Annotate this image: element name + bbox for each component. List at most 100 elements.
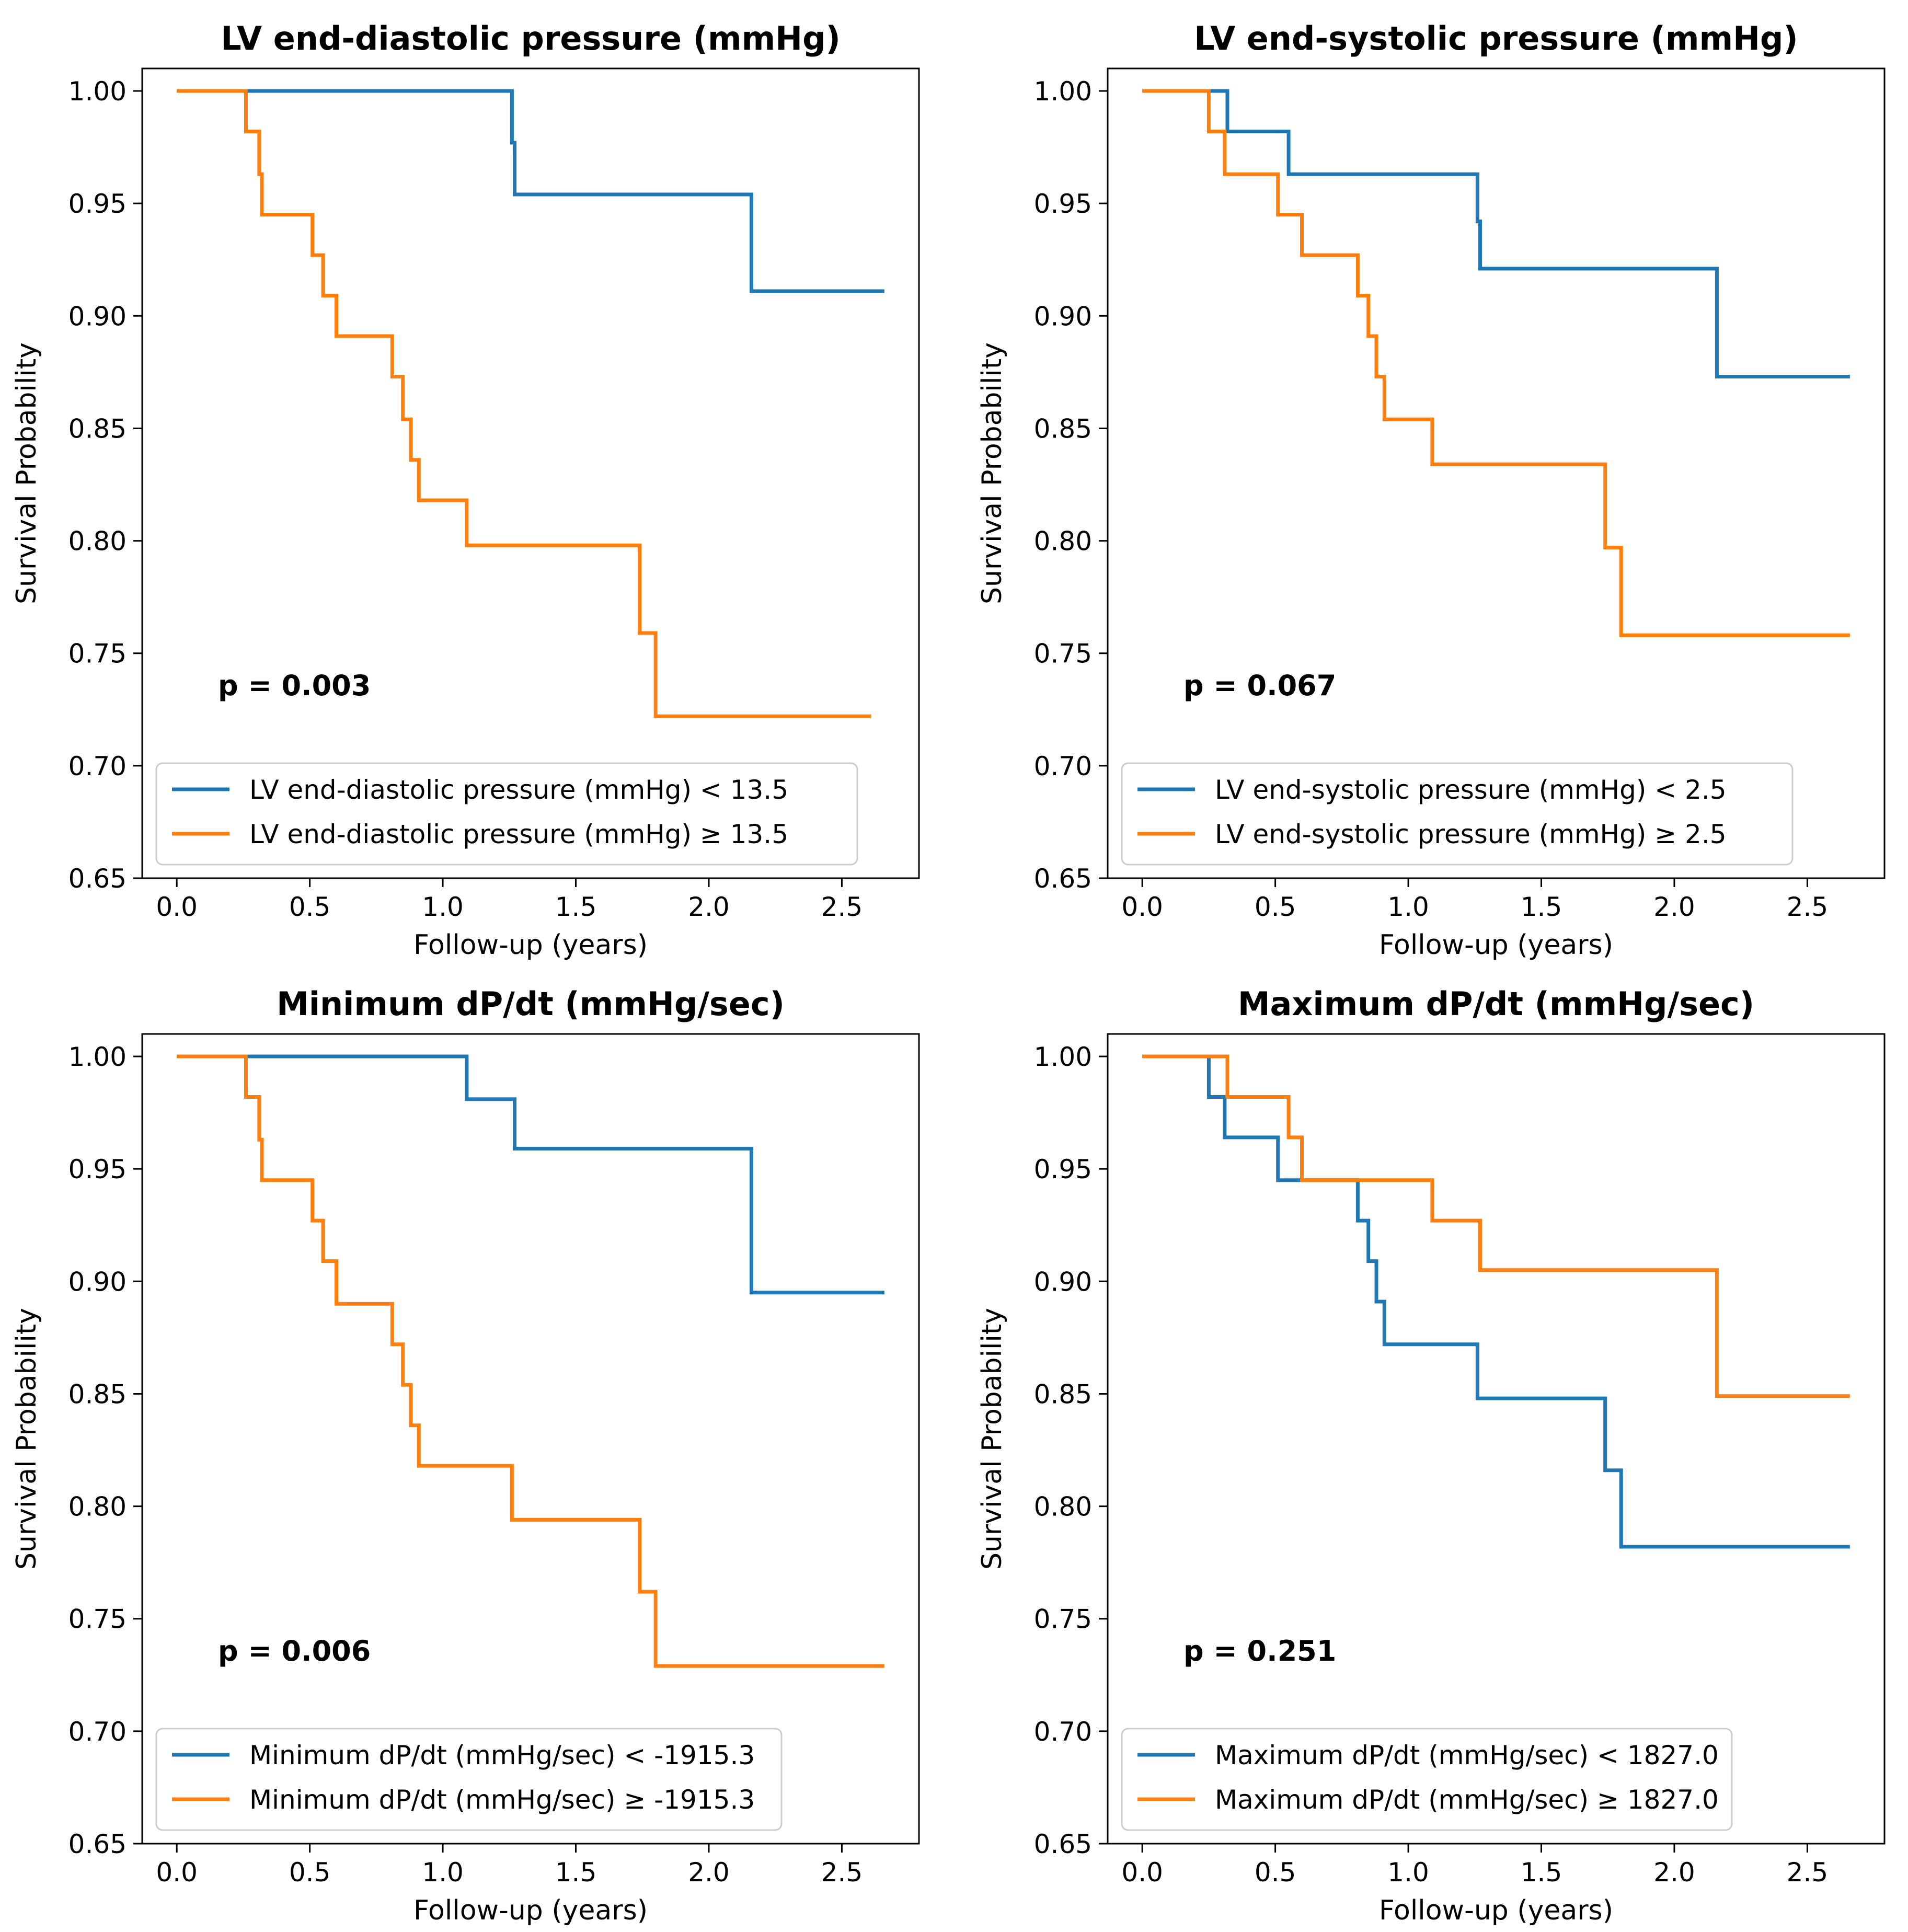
- y-tick-label: 0.65: [68, 864, 127, 894]
- y-tick-label: 0.75: [68, 639, 127, 669]
- x-axis-label: Follow-up (years): [413, 929, 648, 961]
- y-tick-label: 0.80: [1034, 1492, 1092, 1522]
- x-tick-label: 1.5: [555, 1857, 597, 1888]
- x-axis-label: Follow-up (years): [1379, 929, 1613, 961]
- p-value-annotation: p = 0.006: [218, 1635, 371, 1668]
- x-tick-label: 1.5: [1521, 1857, 1562, 1888]
- y-axis-label: Survival Probability: [976, 342, 1008, 604]
- y-tick-label: 0.85: [68, 413, 127, 444]
- x-tick-label: 1.0: [422, 1857, 464, 1888]
- x-axis-label: Follow-up (years): [1379, 1895, 1613, 1926]
- x-axis-label: Follow-up (years): [413, 1895, 648, 1926]
- y-tick-label: 0.95: [1034, 1154, 1092, 1184]
- p-value-annotation: p = 0.251: [1183, 1635, 1336, 1668]
- legend-box: [1121, 762, 1794, 866]
- legend-label-2: Minimum dP/dt (mmHg/sec) ≥ -1915.3: [249, 1785, 755, 1815]
- legend-box: [1121, 1728, 1733, 1831]
- legend: Maximum dP/dt (mmHg/sec) < 1827.0 Maximum…: [1121, 1728, 1733, 1831]
- x-tick-label: 0.0: [1121, 1857, 1163, 1888]
- legend-label-1: LV end-systolic pressure (mmHg) < 2.5: [1215, 775, 1727, 805]
- x-tick-label: 0.0: [156, 1857, 198, 1888]
- legend-label-1: Minimum dP/dt (mmHg/sec) < -1915.3: [249, 1740, 755, 1770]
- survival-curve-above-threshold: [177, 1054, 884, 1668]
- y-axis-label: Survival Probability: [976, 1308, 1008, 1570]
- plot-frame: [141, 1033, 920, 1845]
- p-value-annotation: p = 0.067: [1183, 669, 1336, 702]
- y-tick-label: 0.70: [1034, 751, 1092, 781]
- y-tick-label: 0.80: [68, 1492, 127, 1522]
- y-tick-label: 0.70: [68, 751, 127, 781]
- y-tick-label: 0.70: [1034, 1717, 1092, 1747]
- y-tick-label: 0.80: [68, 526, 127, 557]
- plot-frame: [1107, 67, 1886, 879]
- km-panel-2: LV end-systolic pressure (mmHg) 0.65 0.70 0…: [976, 19, 1886, 961]
- x-tick-label: 0.0: [1121, 892, 1163, 922]
- plot-frame: [1107, 1033, 1886, 1845]
- legend-label-2: LV end-diastolic pressure (mmHg) ≥ 13.5: [249, 819, 788, 849]
- x-tick-label: 1.5: [555, 892, 597, 922]
- y-tick-label: 0.85: [68, 1379, 127, 1409]
- survival-curve-below-threshold: [177, 1054, 884, 1295]
- x-tick-label: 0.5: [1255, 892, 1296, 922]
- legend-label-2: LV end-systolic pressure (mmHg) ≥ 2.5: [1215, 819, 1727, 849]
- x-tick-label: 0.0: [156, 892, 198, 922]
- legend: Minimum dP/dt (mmHg/sec) < -1915.3 Minimu…: [155, 1728, 783, 1831]
- x-tick-label: 0.5: [1255, 1857, 1296, 1888]
- legend: LV end-diastolic pressure (mmHg) < 13.5 L…: [155, 762, 858, 866]
- x-tick-label: 1.0: [1387, 892, 1429, 922]
- km-panel-1: LV end-diastolic pressure (mmHg) 0.65 0.70…: [11, 19, 920, 961]
- panel-title: Maximum dP/dt (mmHg/sec): [1238, 985, 1754, 1023]
- y-tick-label: 0.95: [1034, 189, 1092, 219]
- x-tick-label: 0.5: [289, 1857, 331, 1888]
- km-panel-4: Maximum dP/dt (mmHg/sec) 0.65 0.70 0.75 0.80…: [976, 985, 1886, 1926]
- y-tick-label: 0.65: [1034, 864, 1092, 894]
- y-tick-label: 0.65: [1034, 1829, 1092, 1859]
- y-tick-label: 0.85: [1034, 413, 1092, 444]
- y-tick-label: 1.00: [1034, 76, 1092, 107]
- x-tick-label: 1.0: [422, 892, 464, 922]
- km-panel-3: Minimum dP/dt (mmHg/sec) 0.65 0.70 0.75 0.80…: [11, 985, 920, 1926]
- survival-curve-above-threshold: [1142, 89, 1850, 637]
- panel-title: Minimum dP/dt (mmHg/sec): [277, 985, 785, 1023]
- panel-title: LV end-systolic pressure (mmHg): [1194, 19, 1798, 58]
- x-tick-label: 0.5: [289, 892, 331, 922]
- y-tick-label: 0.90: [1034, 1267, 1092, 1297]
- y-tick-label: 0.95: [68, 1154, 127, 1184]
- x-tick-label: 2.0: [688, 892, 730, 922]
- legend-box: [155, 762, 858, 866]
- legend-box: [155, 1728, 783, 1831]
- survival-curve-above-threshold: [177, 89, 871, 718]
- plot-frame: [141, 67, 920, 879]
- x-tick-label: 1.5: [1521, 892, 1562, 922]
- x-tick-label: 2.0: [688, 1857, 730, 1888]
- x-tick-label: 2.5: [821, 892, 863, 922]
- panel-title: LV end-diastolic pressure (mmHg): [221, 19, 841, 58]
- x-tick-label: 2.0: [1653, 1857, 1695, 1888]
- y-tick-label: 0.90: [1034, 301, 1092, 331]
- y-tick-label: 1.00: [68, 76, 127, 107]
- y-tick-label: 1.00: [1034, 1042, 1092, 1072]
- legend: LV end-systolic pressure (mmHg) < 2.5 LV …: [1121, 762, 1794, 866]
- y-tick-label: 0.95: [68, 189, 127, 219]
- y-axis-label: Survival Probability: [11, 1308, 42, 1570]
- legend-label-1: LV end-diastolic pressure (mmHg) < 13.5: [249, 775, 788, 805]
- x-tick-label: 1.0: [1387, 1857, 1429, 1888]
- y-tick-label: 0.85: [1034, 1379, 1092, 1409]
- survival-curve-above-threshold: [1142, 1054, 1850, 1398]
- y-tick-label: 0.75: [1034, 1604, 1092, 1635]
- p-value-annotation: p = 0.003: [218, 669, 371, 702]
- legend-label-1: Maximum dP/dt (mmHg/sec) < 1827.0: [1215, 1740, 1719, 1770]
- y-tick-label: 0.75: [1034, 639, 1092, 669]
- y-tick-label: 0.75: [68, 1604, 127, 1635]
- y-tick-label: 0.90: [68, 301, 127, 331]
- x-tick-label: 2.5: [1787, 892, 1829, 922]
- y-axis-label: Survival Probability: [11, 342, 42, 604]
- y-tick-label: 0.80: [1034, 526, 1092, 557]
- survival-curve-below-threshold: [177, 89, 884, 293]
- survival-curve-below-threshold: [1142, 1054, 1850, 1549]
- y-tick-label: 0.90: [68, 1267, 127, 1297]
- y-tick-label: 1.00: [68, 1042, 127, 1072]
- x-tick-label: 2.5: [821, 1857, 863, 1888]
- x-tick-label: 2.5: [1787, 1857, 1829, 1888]
